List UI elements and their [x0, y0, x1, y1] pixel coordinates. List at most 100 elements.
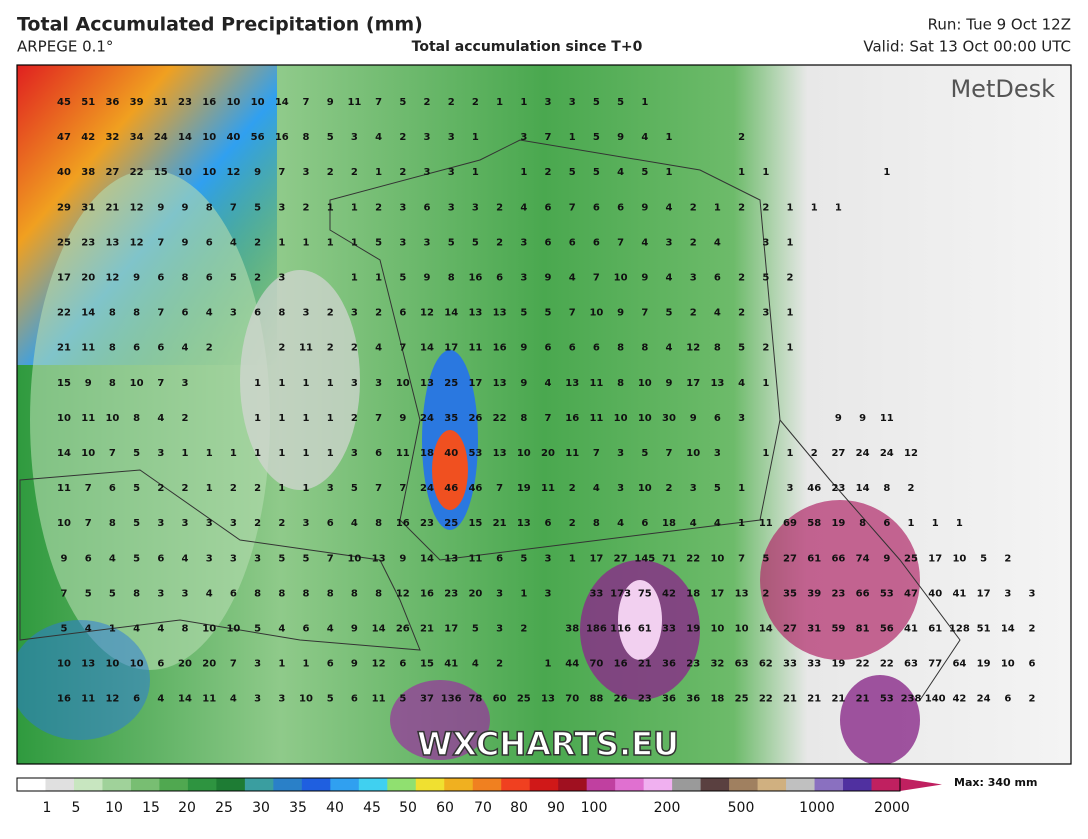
grid-value: 22	[130, 167, 144, 178]
grid-value: 8	[303, 588, 310, 599]
grid-value: 2	[762, 343, 769, 354]
grid-value: 10	[130, 659, 144, 670]
grid-value: 75	[638, 588, 652, 599]
grid-value: 9	[666, 378, 673, 389]
colorbar-label: 90	[547, 800, 565, 816]
grid-value: 35	[783, 588, 797, 599]
grid-value: 7	[399, 343, 406, 354]
colorbar-swatch	[586, 778, 616, 791]
grid-value: 6	[85, 553, 92, 564]
grid-value: 1	[641, 97, 648, 108]
grid-value: 4	[230, 237, 237, 248]
grid-value: 11	[81, 694, 95, 705]
grid-value: 63	[904, 659, 918, 670]
grid-value: 5	[133, 448, 140, 459]
grid-value: 3	[448, 202, 455, 213]
grid-value: 7	[230, 202, 237, 213]
colorbar-label: 200	[654, 800, 681, 816]
colorbar-swatch	[216, 778, 246, 791]
grid-value: 36	[105, 97, 119, 108]
grid-value: 1	[230, 448, 237, 459]
grid-value: 10	[251, 97, 265, 108]
colorbar-swatch	[130, 778, 160, 791]
grid-value: 3	[375, 378, 382, 389]
grid-value: 12	[130, 202, 144, 213]
grid-value: 5	[254, 624, 261, 635]
grid-value: 1	[738, 483, 745, 494]
grid-value: 14	[57, 448, 71, 459]
grid-value: 18	[420, 448, 434, 459]
grid-value: 3	[520, 132, 527, 143]
grid-value: 2	[1029, 694, 1036, 705]
grid-value: 3	[157, 588, 164, 599]
grid-value: 2	[690, 202, 697, 213]
grid-value: 4	[714, 308, 721, 319]
grid-value: 8	[714, 343, 721, 354]
grid-value: 24	[880, 448, 894, 459]
grid-value: 1	[182, 448, 189, 459]
grid-value: 1	[303, 448, 310, 459]
grid-value: 13	[468, 308, 482, 319]
grid-value: 10	[226, 97, 240, 108]
grid-value: 12	[226, 167, 240, 178]
grid-value: 1	[278, 659, 285, 670]
grid-value: 2	[351, 343, 358, 354]
grid-value: 11	[880, 413, 894, 424]
grid-value: 39	[130, 97, 144, 108]
grid-value: 33	[662, 624, 676, 635]
grid-value: 25	[57, 237, 71, 248]
grid-value: 173	[610, 588, 631, 599]
grid-value: 10	[614, 413, 628, 424]
run-time: Run: Tue 9 Oct 12Z	[928, 16, 1071, 34]
grid-value: 17	[928, 553, 942, 564]
grid-value: 13	[372, 553, 386, 564]
grid-value: 17	[589, 553, 603, 564]
grid-value: 7	[399, 483, 406, 494]
grid-value: 51	[977, 624, 991, 635]
grid-value: 60	[493, 694, 507, 705]
colorbar-label: 60	[436, 800, 454, 816]
grid-value: 9	[351, 659, 358, 670]
grid-value: 3	[448, 132, 455, 143]
grid-value: 11	[396, 448, 410, 459]
colorbar-swatch	[558, 778, 588, 791]
grid-value: 10	[57, 659, 71, 670]
grid-value: 27	[831, 448, 845, 459]
grid-value: 14	[759, 624, 773, 635]
grid-value: 20	[178, 659, 192, 670]
grid-value: 2	[278, 518, 285, 529]
grid-value: 78	[468, 694, 482, 705]
grid-value: 16	[468, 273, 482, 284]
grid-value: 3	[327, 483, 334, 494]
grid-value: 3	[303, 518, 310, 529]
grid-value: 3	[496, 588, 503, 599]
grid-value: 3	[206, 553, 213, 564]
grid-value: 2	[254, 237, 261, 248]
grid-value: 3	[424, 167, 431, 178]
grid-value: 2	[472, 97, 479, 108]
grid-value: 4	[666, 273, 673, 284]
grid-value: 5	[133, 553, 140, 564]
grid-value: 5	[641, 448, 648, 459]
grid-value: 6	[109, 483, 116, 494]
grid-value: 9	[617, 308, 624, 319]
grid-value: 1	[327, 448, 334, 459]
grid-value: 2	[254, 518, 261, 529]
grid-value: 1	[908, 518, 915, 529]
grid-value: 13	[493, 448, 507, 459]
grid-value: 9	[883, 553, 890, 564]
colorbar-label: 500	[728, 800, 755, 816]
colorbar-label: 10	[105, 800, 123, 816]
colorbar-swatch	[814, 778, 844, 791]
grid-value: 2	[230, 483, 237, 494]
grid-value: 33	[807, 659, 821, 670]
grid-value: 5	[520, 553, 527, 564]
grid-value: 4	[520, 202, 527, 213]
grid-value: 8	[109, 343, 116, 354]
grid-value: 16	[57, 694, 71, 705]
grid-value: 8	[278, 308, 285, 319]
grid-value: 7	[327, 553, 334, 564]
grid-value: 1	[303, 483, 310, 494]
grid-value: 8	[375, 518, 382, 529]
grid-value: 15	[468, 518, 482, 529]
